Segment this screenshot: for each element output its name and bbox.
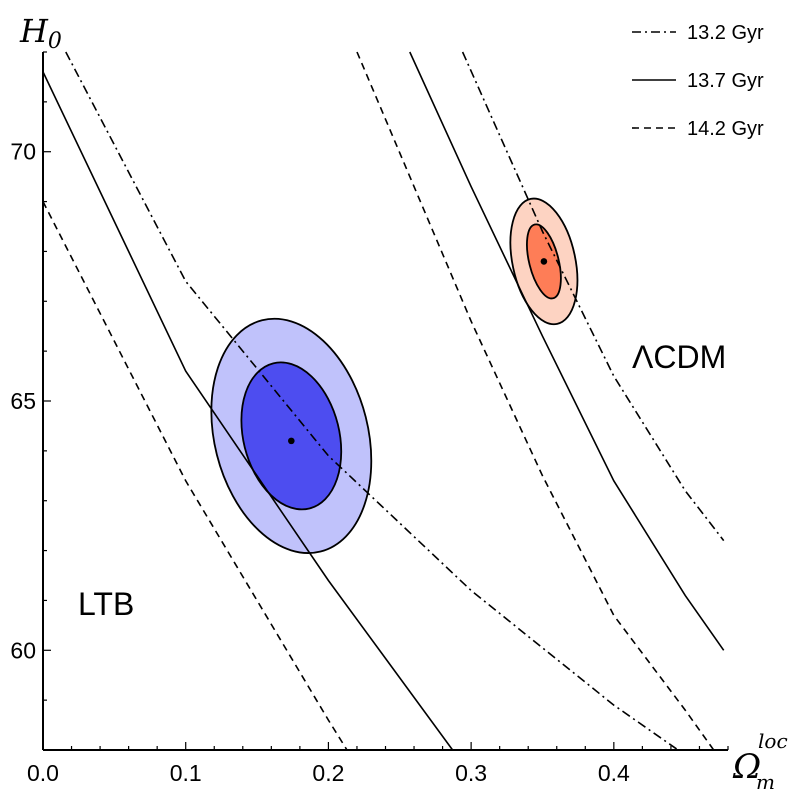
legend-item: 13.2 Gyr (632, 22, 764, 44)
age-curve-dashed-lcdm (356, 51, 715, 750)
x-tick-label: 0.3 (455, 760, 487, 786)
x-tick-label: 0.1 (170, 760, 202, 786)
x-axis-title-superscript: loc (758, 729, 788, 753)
x-tick-label: 0.4 (598, 760, 630, 786)
axes (42, 52, 728, 751)
x-axis-title-subscript: m (756, 770, 775, 794)
legend-item: 14.2 Gyr (632, 118, 764, 140)
ltb-region-label: LTB (78, 586, 134, 622)
age-curve-dashed-ltb (43, 201, 348, 750)
legend-label: 13.2 Gyr (687, 22, 764, 44)
x-axis-title-symbol: Ω (732, 747, 761, 787)
legend-label: 14.2 Gyr (687, 118, 764, 140)
ltb-contour-1sigma (240, 361, 343, 511)
y-tick-label: 65 (10, 388, 36, 414)
lcdm-region-label: ΛCDM (632, 339, 726, 375)
y-axis-title-subscript: 0 (48, 29, 62, 54)
x-ticks: 0.0 0.1 0.2 0.3 0.4 (27, 742, 729, 786)
x-axis-title: Ω m loc (732, 729, 788, 794)
y-tick-label: 60 (10, 637, 36, 663)
plot-clipped-group (43, 51, 725, 750)
y-axis-title: H0 (19, 12, 62, 54)
age-curve-dashdot-lcdm (461, 51, 725, 542)
age-curve-solid-ltb (43, 71, 454, 750)
x-tick-label: 0.0 (27, 760, 59, 786)
ltb-best-fit-point (288, 437, 295, 445)
legend-item: 13.7 Gyr (632, 70, 764, 92)
plot-region: LTB ΛCDM (43, 51, 726, 750)
age-curve-solid-lcdm (409, 51, 725, 651)
age-curve-dashdot-ltb (65, 51, 679, 750)
y-tick-label: 70 (10, 139, 36, 165)
x-tick-label: 0.2 (312, 760, 344, 786)
lcdm-best-fit-point (540, 258, 548, 265)
legend-label: 13.7 Gyr (687, 70, 764, 92)
legend: 13.2 Gyr 13.7 Gyr 14.2 Gyr (632, 22, 764, 140)
y-ticks: 60 65 70 (10, 51, 51, 751)
